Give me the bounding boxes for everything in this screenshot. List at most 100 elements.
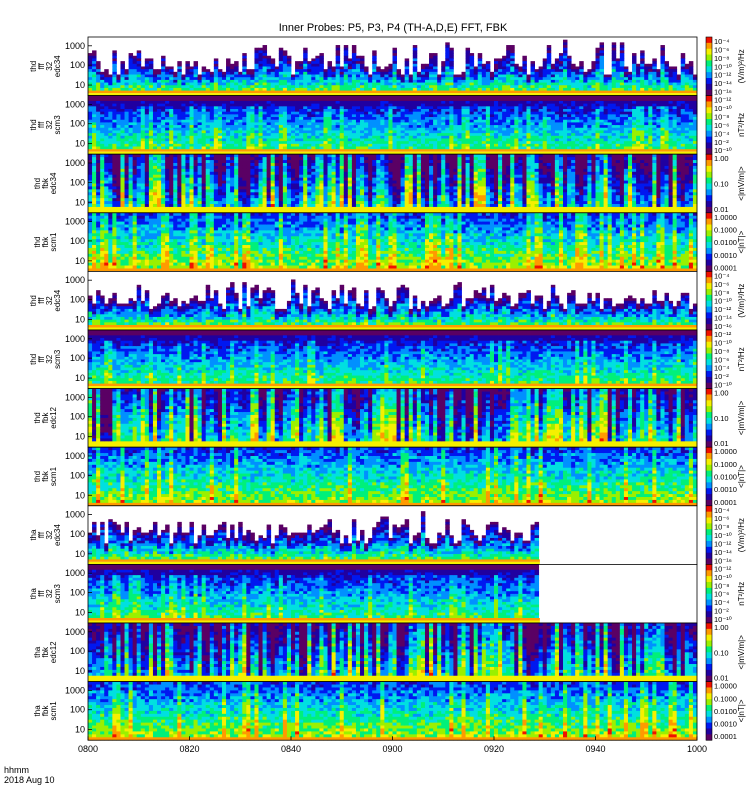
spectrogram-cell [206,75,210,78]
spectrogram-cell [352,88,356,91]
spectrogram-cell [177,120,181,123]
spectrogram-cell [88,117,92,120]
spectrogram-cell [372,64,376,67]
spectrogram-cell [673,83,677,86]
spectrogram-cell [616,69,620,72]
spectrogram-cell [466,56,470,59]
spectrogram-cell [567,56,571,59]
spectrogram-cell [685,144,689,147]
spectrogram-cell [441,96,445,99]
spectrogram-cell [665,109,669,112]
spectrogram-cell [587,72,591,75]
spectrogram-cell [112,101,116,104]
spectrogram-cell [591,136,595,139]
spectrogram-cell [612,83,616,86]
spectrogram-cell [267,66,271,69]
spectrogram-cell [348,112,352,115]
spectrogram-cell [259,75,263,78]
spectrogram-cell [169,112,173,115]
spectrogram-cell [535,136,539,139]
spectrogram-cell [620,72,624,75]
spectrogram-cell [656,138,660,141]
spectrogram-cell [222,120,226,123]
spectrogram-cell [608,114,612,117]
spectrogram-cell [665,128,669,131]
spectrogram-cell [433,117,437,120]
spectrogram-cell [429,75,433,78]
spectrogram-cell [238,72,242,75]
spectrogram-cell [453,85,457,88]
spectrogram-cell [157,104,161,107]
spectrogram-cell [535,114,539,117]
spectrogram-cell [583,144,587,147]
spectrogram-cell [539,144,543,147]
spectrogram-cell [214,141,218,144]
spectrogram-cell [579,85,583,88]
spectrogram-cell [263,138,267,141]
spectrogram-cell [108,184,112,187]
spectrogram-cell [173,114,177,117]
spectrogram-cell [319,136,323,139]
spectrogram-cell [616,138,620,141]
spectrogram-cell [96,98,100,101]
spectrogram-cell [596,69,600,72]
spectrogram-cell [543,138,547,141]
spectrogram-cell [522,109,526,112]
spectrogram-cell [502,106,506,109]
spectrogram-cell [137,75,141,78]
spectrogram-cell [656,80,660,83]
spectrogram-cell [478,98,482,101]
spectrogram-cell [510,120,514,123]
spectrogram-cell [263,61,267,64]
spectrogram-cell [579,120,583,123]
spectrogram-cell [198,83,202,86]
spectrogram-cell [575,106,579,109]
spectrogram-cell [441,109,445,112]
spectrogram-cell [535,128,539,131]
spectrogram-cell [620,138,624,141]
spectrogram-cell [275,88,279,91]
spectrogram-cell [125,109,129,112]
spectrogram-cell [543,104,547,107]
spectrogram-cell [498,80,502,83]
spectrogram-cell [120,192,124,195]
spectrogram-cell [92,195,96,198]
spectrogram-cell [202,85,206,88]
spectrogram-cell [563,106,567,109]
spectrogram-cell [669,75,673,78]
spectrogram-cell [478,101,482,104]
spectrogram-cell [677,122,681,125]
spectrogram-cell [429,130,433,133]
spectrogram-cell [449,101,453,104]
spectrogram-cell [307,83,311,86]
spectrogram-cell [141,75,145,78]
spectrogram-cell [596,53,600,56]
spectrogram-cell [88,77,92,80]
spectrogram-cell [640,120,644,123]
spectrogram-cell [307,128,311,131]
spectrogram-cell [129,56,133,59]
spectrogram-cell [295,66,299,69]
spectrogram-cell [681,83,685,86]
spectrogram-cell [104,157,108,160]
spectrogram-cell [368,77,372,80]
spectrogram-cell [393,136,397,139]
spectrogram-cell [307,77,311,80]
spectrogram-cell [311,61,315,64]
spectrogram-cell [677,138,681,141]
spectrogram-cell [600,58,604,61]
spectrogram-cell [608,138,612,141]
spectrogram-cell [417,120,421,123]
spectrogram-cell [275,133,279,136]
spectrogram-cell [190,120,194,123]
spectrogram-cell [242,83,246,86]
spectrogram-cell [502,112,506,115]
spectrogram-cell [259,83,263,86]
spectrogram-cell [344,66,348,69]
spectrogram-cell [466,128,470,131]
spectrogram-cell [242,69,246,72]
spectrogram-cell [311,77,315,80]
spectrogram-cell [628,133,632,136]
spectrogram-cell [433,136,437,139]
spectrogram-cell [100,195,104,198]
